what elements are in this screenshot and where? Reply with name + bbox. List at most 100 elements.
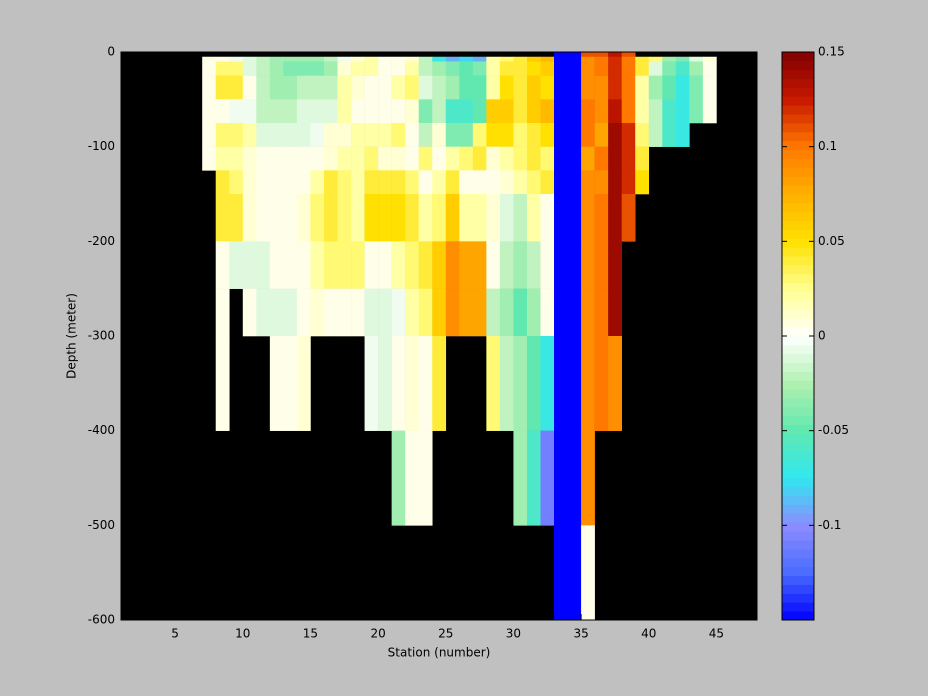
colorbar-band bbox=[782, 176, 814, 186]
heat-cell bbox=[567, 52, 582, 58]
heat-cell bbox=[269, 146, 284, 171]
heat-cell bbox=[445, 123, 460, 147]
heat-cell bbox=[405, 61, 420, 76]
heat-cell bbox=[499, 56, 514, 62]
colorbar-band bbox=[782, 540, 814, 550]
heat-cell bbox=[310, 61, 325, 76]
heat-cell bbox=[323, 99, 338, 124]
heat-cell bbox=[310, 56, 325, 62]
heat-cell bbox=[323, 170, 338, 195]
heat-cell bbox=[391, 61, 406, 76]
heat-cell bbox=[499, 123, 514, 147]
heat-cell bbox=[526, 99, 541, 124]
heat-cell bbox=[662, 123, 677, 147]
heat-cell bbox=[513, 194, 528, 242]
colorbar-band bbox=[782, 344, 814, 355]
heat-cell bbox=[499, 288, 514, 337]
heat-cell bbox=[283, 75, 298, 100]
heat-cell bbox=[526, 336, 541, 431]
heat-cell bbox=[283, 146, 298, 171]
heat-cell bbox=[513, 336, 528, 431]
heat-cell bbox=[594, 75, 609, 100]
heat-cell bbox=[608, 123, 622, 147]
heat-cell bbox=[378, 61, 392, 76]
heat-cell bbox=[662, 61, 677, 76]
heat-cell bbox=[391, 430, 406, 526]
heat-cell bbox=[296, 123, 311, 147]
heat-cell bbox=[351, 123, 365, 147]
heat-cell bbox=[526, 288, 541, 337]
colorbar-band bbox=[782, 202, 814, 213]
heat-cell bbox=[567, 241, 582, 289]
heat-cell bbox=[323, 288, 338, 337]
heat-cell bbox=[445, 288, 460, 337]
heat-cell bbox=[540, 123, 555, 147]
heat-cell bbox=[242, 99, 257, 124]
heat-cell bbox=[432, 241, 447, 289]
heat-cell bbox=[540, 99, 555, 124]
colorbar-band bbox=[782, 105, 814, 115]
heat-cell bbox=[554, 56, 568, 62]
heat-cell bbox=[621, 75, 636, 100]
heat-cell bbox=[581, 75, 595, 100]
colorbar-band bbox=[782, 522, 814, 532]
heat-cell bbox=[581, 525, 595, 621]
colorbar-band bbox=[782, 611, 814, 621]
heat-cell bbox=[364, 99, 379, 124]
heat-cell bbox=[689, 61, 704, 76]
heat-cell bbox=[513, 430, 528, 526]
heat-cell bbox=[567, 430, 582, 526]
heat-cell bbox=[581, 56, 595, 62]
colorbar-band bbox=[782, 185, 814, 195]
heat-cell bbox=[378, 75, 392, 100]
heat-cell bbox=[472, 75, 487, 100]
heat-cell bbox=[378, 99, 392, 124]
colorbar-band bbox=[782, 424, 814, 435]
heat-cell bbox=[608, 336, 622, 431]
heat-cell bbox=[391, 99, 406, 124]
heat-cell bbox=[296, 194, 311, 242]
heat-cell bbox=[486, 75, 501, 100]
heat-cell bbox=[337, 56, 352, 62]
colorbar-band bbox=[782, 52, 814, 62]
heat-cell bbox=[540, 194, 555, 242]
heat-cell bbox=[702, 56, 717, 62]
heat-cell bbox=[594, 336, 609, 431]
heat-cell bbox=[364, 288, 379, 337]
heat-cell bbox=[554, 75, 568, 100]
heat-cell bbox=[675, 56, 690, 62]
heat-cell bbox=[567, 194, 582, 242]
heat-cell bbox=[472, 146, 487, 171]
colorbar-band bbox=[782, 513, 814, 523]
heat-cell bbox=[486, 288, 501, 337]
heat-cell bbox=[337, 61, 352, 76]
heat-cell bbox=[418, 194, 433, 242]
heat-cell bbox=[608, 52, 622, 58]
heat-cell bbox=[337, 123, 352, 147]
heat-cell bbox=[459, 146, 474, 171]
heat-cell bbox=[621, 61, 636, 76]
heat-cell bbox=[229, 75, 244, 100]
colorbar-band bbox=[782, 336, 814, 346]
heat-cell bbox=[229, 146, 244, 171]
x-tick-label: 20 bbox=[370, 627, 385, 641]
heat-cell bbox=[513, 241, 528, 289]
heat-cell bbox=[405, 430, 420, 526]
heat-cell bbox=[337, 241, 352, 289]
heat-cell bbox=[554, 288, 568, 337]
heat-cell bbox=[310, 75, 325, 100]
heat-cell bbox=[621, 194, 636, 242]
colorbar-band bbox=[782, 557, 814, 568]
colorbar-band bbox=[782, 256, 814, 266]
heat-cell bbox=[269, 336, 284, 431]
heat-cell bbox=[635, 99, 650, 124]
heat-cell bbox=[364, 336, 379, 431]
heat-cell bbox=[526, 123, 541, 147]
y-tick-label: -600 bbox=[88, 613, 115, 627]
heat-cell bbox=[283, 123, 298, 147]
colorbar-band bbox=[782, 442, 814, 452]
heat-cell bbox=[256, 56, 271, 62]
heat-cell bbox=[269, 61, 284, 76]
heat-cell bbox=[432, 336, 447, 431]
